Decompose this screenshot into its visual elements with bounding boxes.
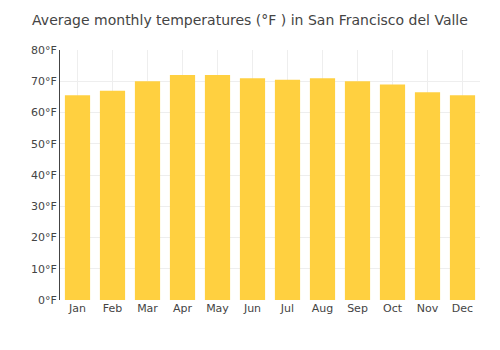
svg-text:Jul: Jul bbox=[280, 302, 294, 315]
svg-text:0°F: 0°F bbox=[38, 294, 57, 307]
svg-text:Aug: Aug bbox=[312, 302, 333, 315]
svg-text:Jan: Jan bbox=[68, 302, 86, 315]
svg-text:Dec: Dec bbox=[452, 302, 473, 315]
svg-text:Apr: Apr bbox=[173, 302, 193, 315]
svg-text:Average monthly temperatures (: Average monthly temperatures (°F ) in Sa… bbox=[32, 12, 468, 28]
svg-text:10°F: 10°F bbox=[31, 263, 57, 276]
svg-text:Mar: Mar bbox=[137, 302, 158, 315]
svg-text:Oct: Oct bbox=[383, 302, 403, 315]
svg-text:40°F: 40°F bbox=[31, 169, 57, 182]
svg-text:Sep: Sep bbox=[347, 302, 368, 315]
svg-text:Feb: Feb bbox=[103, 302, 122, 315]
svg-text:30°F: 30°F bbox=[31, 200, 57, 213]
svg-text:70°F: 70°F bbox=[31, 75, 57, 88]
svg-text:May: May bbox=[206, 302, 229, 315]
svg-text:20°F: 20°F bbox=[31, 231, 57, 244]
svg-text:50°F: 50°F bbox=[31, 138, 57, 151]
svg-text:80°F: 80°F bbox=[31, 44, 57, 57]
svg-text:Jun: Jun bbox=[243, 302, 261, 315]
svg-text:Nov: Nov bbox=[417, 302, 439, 315]
svg-text:60°F: 60°F bbox=[31, 106, 57, 119]
